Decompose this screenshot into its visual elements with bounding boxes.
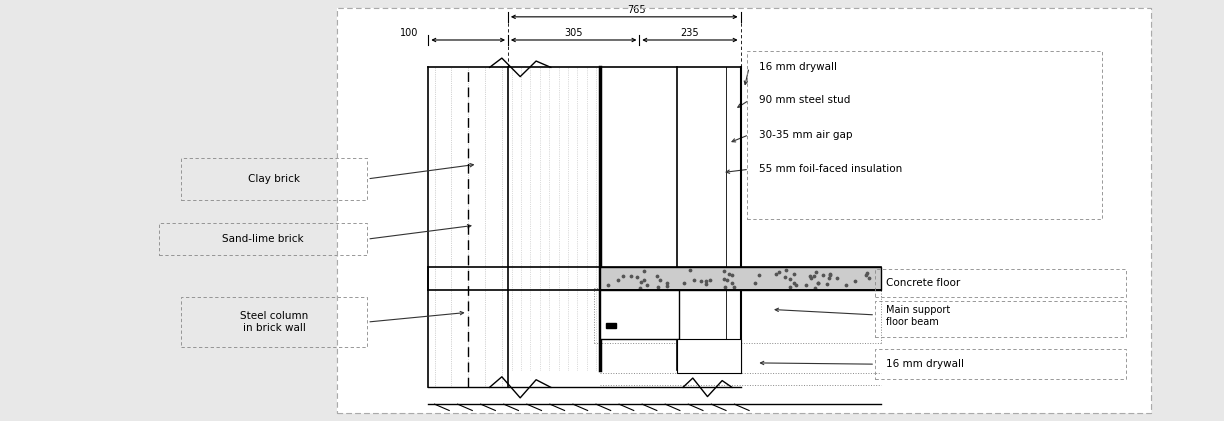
Text: 16 mm drywall: 16 mm drywall bbox=[886, 359, 965, 369]
Point bbox=[804, 272, 824, 279]
Point bbox=[786, 282, 805, 288]
Point bbox=[622, 273, 641, 280]
Point bbox=[608, 276, 628, 283]
Point bbox=[805, 285, 825, 291]
Point bbox=[720, 271, 739, 277]
Point bbox=[749, 272, 769, 278]
Text: Concrete floor: Concrete floor bbox=[886, 278, 961, 288]
Point bbox=[717, 277, 737, 283]
Bar bbox=[747, 51, 1102, 219]
Bar bbox=[606, 323, 616, 328]
Point bbox=[696, 281, 716, 288]
Point bbox=[657, 280, 677, 286]
Point bbox=[745, 280, 765, 286]
Point bbox=[808, 279, 827, 286]
Point bbox=[820, 270, 840, 277]
Point bbox=[780, 283, 799, 290]
Text: 235: 235 bbox=[681, 28, 699, 38]
Point bbox=[684, 277, 704, 283]
Point bbox=[722, 271, 742, 278]
Point bbox=[797, 282, 816, 289]
Point bbox=[858, 269, 878, 276]
Point bbox=[634, 277, 654, 284]
Bar bbox=[181, 297, 367, 347]
Point bbox=[766, 270, 786, 277]
Point bbox=[638, 282, 657, 289]
Text: 765: 765 bbox=[627, 5, 646, 15]
Bar bbox=[875, 349, 1126, 379]
Bar bbox=[600, 267, 881, 290]
Point bbox=[819, 274, 838, 281]
Point bbox=[808, 279, 827, 286]
Point bbox=[696, 278, 716, 285]
Point bbox=[785, 280, 804, 287]
Point bbox=[700, 277, 720, 283]
Text: Main support
floor beam: Main support floor beam bbox=[886, 305, 950, 327]
Point bbox=[722, 279, 742, 286]
Point bbox=[649, 283, 668, 290]
Point bbox=[820, 272, 840, 279]
Text: 305: 305 bbox=[564, 28, 583, 38]
Point bbox=[818, 280, 837, 287]
Bar bbox=[337, 8, 1151, 413]
Point bbox=[647, 273, 667, 280]
Point bbox=[836, 282, 856, 288]
Text: Sand-lime brick: Sand-lime brick bbox=[223, 234, 304, 244]
Point bbox=[599, 281, 618, 288]
Point bbox=[632, 278, 651, 285]
Text: Steel column
in brick wall: Steel column in brick wall bbox=[240, 311, 308, 333]
Point bbox=[776, 267, 796, 274]
Point bbox=[681, 266, 700, 273]
Point bbox=[807, 269, 826, 275]
Point bbox=[716, 284, 736, 290]
Text: 90 mm steel stud: 90 mm steel stud bbox=[759, 95, 851, 105]
Text: 100: 100 bbox=[400, 28, 419, 38]
Point bbox=[630, 285, 650, 291]
Bar bbox=[875, 269, 1126, 297]
Point bbox=[692, 277, 711, 284]
Text: 55 mm foil-faced insulation: 55 mm foil-faced insulation bbox=[759, 164, 902, 174]
Point bbox=[783, 271, 803, 277]
Point bbox=[859, 274, 879, 281]
Point bbox=[714, 268, 733, 274]
Bar bbox=[600, 290, 679, 339]
FancyBboxPatch shape bbox=[337, 8, 1151, 413]
Bar bbox=[875, 301, 1126, 337]
Point bbox=[634, 268, 654, 274]
Point bbox=[715, 276, 734, 283]
Point bbox=[770, 269, 789, 276]
Point bbox=[857, 272, 876, 279]
Text: 30-35 mm air gap: 30-35 mm air gap bbox=[759, 130, 852, 140]
Point bbox=[775, 274, 794, 281]
Point bbox=[725, 283, 744, 290]
Point bbox=[657, 283, 677, 290]
Text: 16 mm drywall: 16 mm drywall bbox=[759, 62, 837, 72]
Bar bbox=[181, 158, 367, 200]
Text: Clay brick: Clay brick bbox=[248, 174, 300, 184]
Bar bbox=[337, 8, 1151, 413]
Point bbox=[800, 272, 820, 279]
Bar bbox=[677, 339, 741, 373]
Bar bbox=[159, 223, 367, 255]
Point bbox=[613, 272, 633, 279]
Point bbox=[780, 275, 799, 282]
Point bbox=[846, 277, 865, 284]
Point bbox=[827, 274, 847, 281]
Point bbox=[673, 280, 693, 287]
Point bbox=[650, 276, 670, 283]
Point bbox=[800, 274, 820, 281]
Point bbox=[627, 273, 646, 280]
Point bbox=[813, 272, 832, 278]
